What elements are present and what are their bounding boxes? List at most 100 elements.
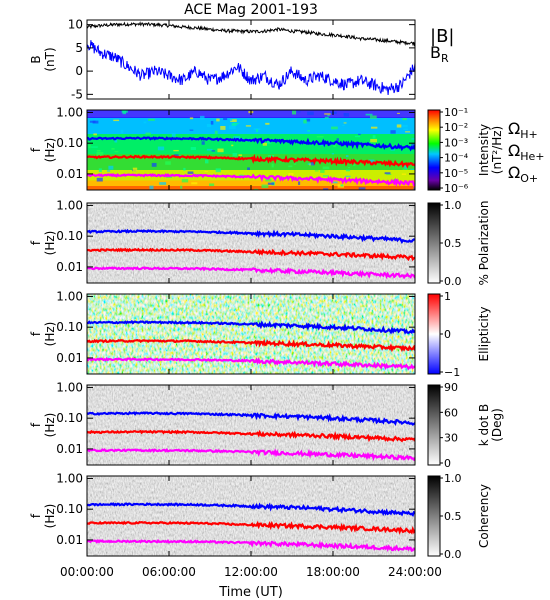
spectrogram-cell bbox=[181, 179, 189, 183]
y-axis-unit: (Hz) bbox=[43, 413, 57, 438]
spectrogram-cell bbox=[96, 177, 103, 182]
gyro-line-h-plus bbox=[87, 228, 415, 244]
legend-b-magnitude: |B| bbox=[430, 26, 454, 47]
y-tick-label: 0.10 bbox=[56, 502, 83, 516]
spectrogram-cell bbox=[229, 125, 236, 129]
spectrogram-cell bbox=[265, 178, 272, 182]
colorbar-tick-label: 10⁻⁵ bbox=[444, 167, 468, 180]
spectrogram-cell bbox=[397, 112, 400, 114]
x-tick-label: 24:00:00 bbox=[388, 565, 442, 579]
spectrogram-cell bbox=[265, 122, 270, 125]
colorbar-tick-label: 1.0 bbox=[444, 472, 462, 485]
spectrogram bbox=[87, 110, 415, 190]
spectrogram-cell bbox=[187, 171, 194, 174]
gyro-line-o-plus bbox=[87, 266, 415, 280]
spectrogram bbox=[87, 385, 415, 465]
spectrogram-cell bbox=[191, 182, 198, 185]
spectrogram-cell bbox=[348, 166, 351, 169]
y-tick-label: 0.10 bbox=[56, 229, 83, 243]
y-tick-label: 0.01 bbox=[56, 260, 83, 274]
colorbar-unit: (Deg) bbox=[490, 408, 504, 442]
spectrogram bbox=[87, 294, 415, 374]
colorbar-tick-label: 10⁻⁴ bbox=[444, 152, 469, 165]
spectrogram-cell bbox=[332, 181, 338, 184]
spectrogram-cell bbox=[333, 143, 336, 148]
spectrogram-cell bbox=[157, 146, 165, 151]
spectrogram-cell bbox=[342, 124, 345, 127]
y-axis-unit: (Hz) bbox=[43, 504, 57, 529]
spectrogram-cell bbox=[223, 117, 228, 121]
colorbar-tick-label: 60 bbox=[444, 406, 458, 419]
spectrogram-cell bbox=[173, 154, 179, 157]
spectrogram-cell bbox=[267, 140, 272, 144]
spectrogram-cell bbox=[345, 175, 351, 177]
y-tick-label: 1.00 bbox=[56, 105, 83, 119]
x-tick-label: 00:00:00 bbox=[60, 565, 114, 579]
x-tick-label: 18:00:00 bbox=[306, 565, 360, 579]
spectrogram-cell bbox=[261, 184, 269, 189]
legend-gyro-subscript: He+ bbox=[520, 150, 544, 163]
spectrogram-cell bbox=[256, 129, 259, 133]
spectrogram-cell bbox=[358, 187, 366, 190]
spectrogram-cell bbox=[209, 183, 215, 187]
panel-2: 1.00 0.10 0.01 f (Hz) 10⁻¹ 10⁻² 10⁻³ 10⁻⁴ 10⁻⁵ 10⁻… bbox=[29, 105, 545, 195]
gyro-line-he-plus bbox=[87, 153, 415, 169]
y-tick-label: 10 bbox=[68, 18, 83, 32]
gyro-line-h-plus bbox=[87, 502, 415, 518]
gyro-line-h-plus bbox=[87, 136, 415, 152]
colorbar-tick-label: 30 bbox=[444, 432, 458, 445]
spectrogram-cell bbox=[330, 111, 337, 114]
spectrogram-cell bbox=[253, 128, 261, 131]
spectrogram-cell bbox=[151, 162, 157, 167]
spectrogram-cell bbox=[396, 124, 402, 128]
plot-area bbox=[87, 20, 415, 99]
colorbar-tick-label: 90 bbox=[444, 381, 458, 394]
colorbar-tick-label: 10⁻² bbox=[444, 121, 468, 134]
spectrogram-cell bbox=[231, 144, 234, 147]
y-axis-unit: (Hz) bbox=[43, 231, 57, 256]
colorbar-label: Intensity bbox=[477, 124, 491, 176]
spectrogram-cell bbox=[120, 129, 124, 134]
x-tick-label: 06:00:00 bbox=[142, 565, 196, 579]
y-tick-label: 5 bbox=[75, 41, 83, 55]
colorbar bbox=[427, 384, 441, 466]
spectrogram bbox=[87, 203, 415, 283]
spectrogram-cell bbox=[316, 136, 324, 138]
spectrogram-cell bbox=[215, 168, 221, 173]
spectrogram-cell bbox=[143, 121, 147, 124]
series-line-b-r bbox=[87, 40, 415, 95]
y-axis-unit: (Hz) bbox=[43, 322, 57, 347]
colorbar-label: Ellipticity bbox=[477, 307, 491, 362]
spectrogram-cell bbox=[331, 126, 338, 130]
spectrogram-cell bbox=[390, 148, 395, 151]
spectrogram bbox=[87, 476, 415, 556]
y-tick-label: 1.00 bbox=[56, 471, 83, 485]
y-axis-label: f bbox=[29, 240, 43, 245]
spectrogram-cell bbox=[214, 130, 218, 134]
spectrogram-cell bbox=[229, 118, 233, 122]
gyro-line-he-plus bbox=[87, 338, 415, 353]
spectrogram-cell bbox=[96, 150, 101, 152]
spectrogram-cell bbox=[113, 119, 120, 122]
spectrogram-cell bbox=[96, 151, 104, 156]
spectrogram-cell bbox=[210, 120, 214, 125]
gyro-line-he-plus bbox=[87, 520, 415, 535]
spectrogram-cell bbox=[352, 164, 356, 166]
spectrogram-cell bbox=[306, 118, 311, 122]
spectrogram-cell bbox=[232, 153, 238, 157]
spectrogram-cell bbox=[327, 114, 330, 117]
spectrogram-cell bbox=[114, 151, 119, 153]
spectrogram-cell bbox=[369, 115, 377, 119]
panel-6: 1.00 0.10 0.01 f (Hz) 1.0 0.5 0.0 Coherency bbox=[29, 471, 491, 561]
legend-gyro-h-plus: ΩH+ bbox=[508, 119, 538, 141]
spectrogram-cell bbox=[230, 119, 237, 122]
spectrogram-cell bbox=[204, 170, 208, 173]
spectrogram-cell bbox=[180, 185, 183, 189]
colorbar-tick-label: 10⁻¹ bbox=[444, 106, 468, 119]
spectrogram-cell bbox=[372, 135, 376, 139]
gyro-line-o-plus bbox=[87, 173, 415, 187]
panel-5: 1.00 0.10 0.01 f (Hz) 90 60 30 0 k dot B (Deg) bbox=[29, 380, 504, 470]
spectrogram-cell bbox=[414, 123, 415, 128]
spectrogram-cell bbox=[148, 118, 155, 121]
